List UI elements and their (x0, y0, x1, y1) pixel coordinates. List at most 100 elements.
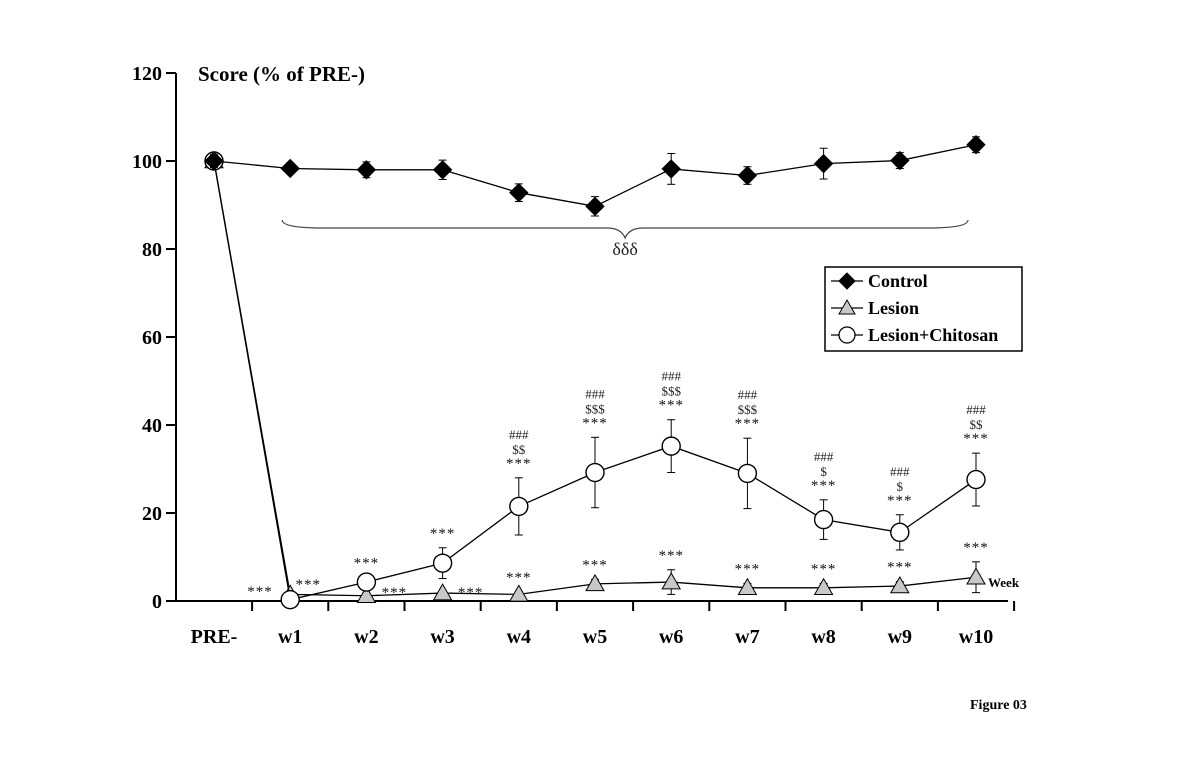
x-tick-label: w2 (354, 626, 378, 648)
legend-triangle-icon (838, 298, 856, 315)
y-axis-title: Score (% of PRE-) (198, 62, 365, 86)
chitosan-sig-stars: *** (658, 398, 684, 414)
y-tick-label: 60 (142, 327, 162, 349)
y-tick-label: 120 (132, 63, 162, 85)
lesion-sig-stars: *** (658, 548, 684, 564)
lesion-chitosan-point (661, 436, 681, 456)
control-point (661, 159, 681, 179)
control-point (356, 160, 377, 180)
control-point (280, 158, 300, 179)
chitosan-sig-hash: ### (661, 369, 681, 384)
lesion-sig-stars: *** (382, 585, 408, 601)
x-axis-title: Week (988, 575, 1020, 590)
x-tick-label: w6 (659, 626, 683, 648)
lesion-chitosan-point (890, 522, 910, 543)
control-point (204, 151, 224, 171)
x-tick-label: PRE- (191, 626, 238, 648)
legend-diamond-icon (838, 272, 856, 290)
lesion-point (889, 576, 910, 594)
y-tick-label: 20 (142, 503, 162, 525)
legend-item: Lesion+Chitosan (831, 325, 998, 345)
lesion-point (585, 573, 605, 592)
legend-label: Lesion (868, 298, 919, 318)
chitosan-sig-hash: ### (738, 387, 758, 402)
lesion-chitosan-point (280, 589, 300, 610)
legend: Control Lesion Lesion+Chitosan (824, 266, 1023, 352)
lesion-chitosan-point (737, 463, 758, 484)
lesion-chitosan-point (813, 509, 834, 530)
chitosan-sig-hash: ### (966, 402, 986, 417)
legend-item: Control (831, 271, 928, 291)
lesion-sig-stars: *** (247, 584, 273, 600)
chitosan-sig-stars: *** (430, 526, 456, 542)
lesion-chitosan-point (432, 553, 453, 573)
lesion-point (813, 577, 834, 596)
x-tick-label: w4 (507, 626, 531, 648)
legend-circle-icon (838, 326, 856, 344)
chitosan-sig-stars: *** (811, 478, 837, 494)
y-tick-label: 80 (142, 239, 162, 261)
x-tick-label: w8 (811, 626, 835, 648)
series-line (213, 160, 977, 597)
x-tick-label: w9 (888, 626, 912, 648)
x-tick-label: w7 (735, 626, 759, 648)
series-layer (204, 135, 986, 610)
chitosan-sig-dollar: $$ (512, 442, 526, 457)
chitosan-sig-stars: *** (506, 456, 532, 472)
chitosan-sig-dollar: $ (897, 479, 904, 494)
lesion-sig-stars: *** (735, 561, 761, 577)
control-point (737, 165, 758, 186)
control-point (813, 153, 834, 174)
legend-item: Lesion (831, 298, 919, 318)
lesion-point (508, 584, 529, 602)
x-tick-label: w5 (583, 626, 607, 648)
lesion-chitosan-point (966, 469, 986, 490)
brace-path (281, 219, 969, 240)
y-tick-label: 100 (132, 151, 162, 173)
chitosan-sig-stars: *** (582, 415, 608, 431)
y-tick-label: 0 (152, 591, 162, 613)
chitosan-sig-stars: *** (963, 431, 989, 447)
lesion-sig-stars: *** (887, 560, 913, 576)
legend-label: Control (868, 271, 928, 291)
lesion-point (661, 572, 682, 590)
chitosan-sig-dollar: $$ (970, 417, 984, 432)
lesion-sig-stars: *** (506, 570, 532, 586)
series-line (213, 160, 977, 601)
x-tick-label: w3 (430, 626, 454, 648)
lesion-point (356, 585, 377, 603)
lesion-point (966, 567, 986, 585)
legend-label: Lesion+Chitosan (868, 325, 998, 345)
lesion-sig-stars: *** (582, 557, 608, 573)
brace-label: δδδ (612, 239, 637, 259)
control-point (966, 135, 986, 155)
x-tick-label: w10 (959, 626, 993, 648)
lesion-point (737, 577, 758, 596)
series-lesion (204, 150, 986, 603)
series-lesion-chitosan (204, 151, 986, 610)
control-point (432, 160, 453, 180)
chitosan-sig-dollar: $ (820, 464, 827, 479)
lesion-chitosan-point (356, 572, 377, 592)
lesion-chitosan-point (509, 496, 529, 517)
chitosan-sig-stars: *** (354, 556, 380, 572)
chitosan-sig-stars: *** (735, 416, 761, 432)
chitosan-sig-stars: *** (295, 577, 321, 593)
series-control (204, 135, 986, 217)
significance-brace: δδδ (281, 219, 969, 259)
chitosan-sig-dollar: $$$ (585, 401, 605, 416)
lesion-chitosan-point (585, 462, 605, 483)
chitosan-sig-hash: ### (890, 464, 910, 479)
figure-label: Figure 03 (970, 698, 1027, 713)
chitosan-sig-dollar: $$$ (738, 402, 758, 417)
control-point (890, 150, 910, 171)
lesion-sig-stars: *** (963, 540, 989, 556)
chitosan-sig-dollar: $$$ (661, 384, 681, 399)
chitosan-sig-stars: *** (887, 493, 913, 509)
chitosan-sig-hash: ### (585, 386, 605, 401)
x-tick-label: w1 (278, 626, 302, 648)
chitosan-sig-hash: ### (509, 427, 529, 442)
control-point (585, 196, 605, 217)
lesion-sig-stars: *** (811, 561, 837, 577)
